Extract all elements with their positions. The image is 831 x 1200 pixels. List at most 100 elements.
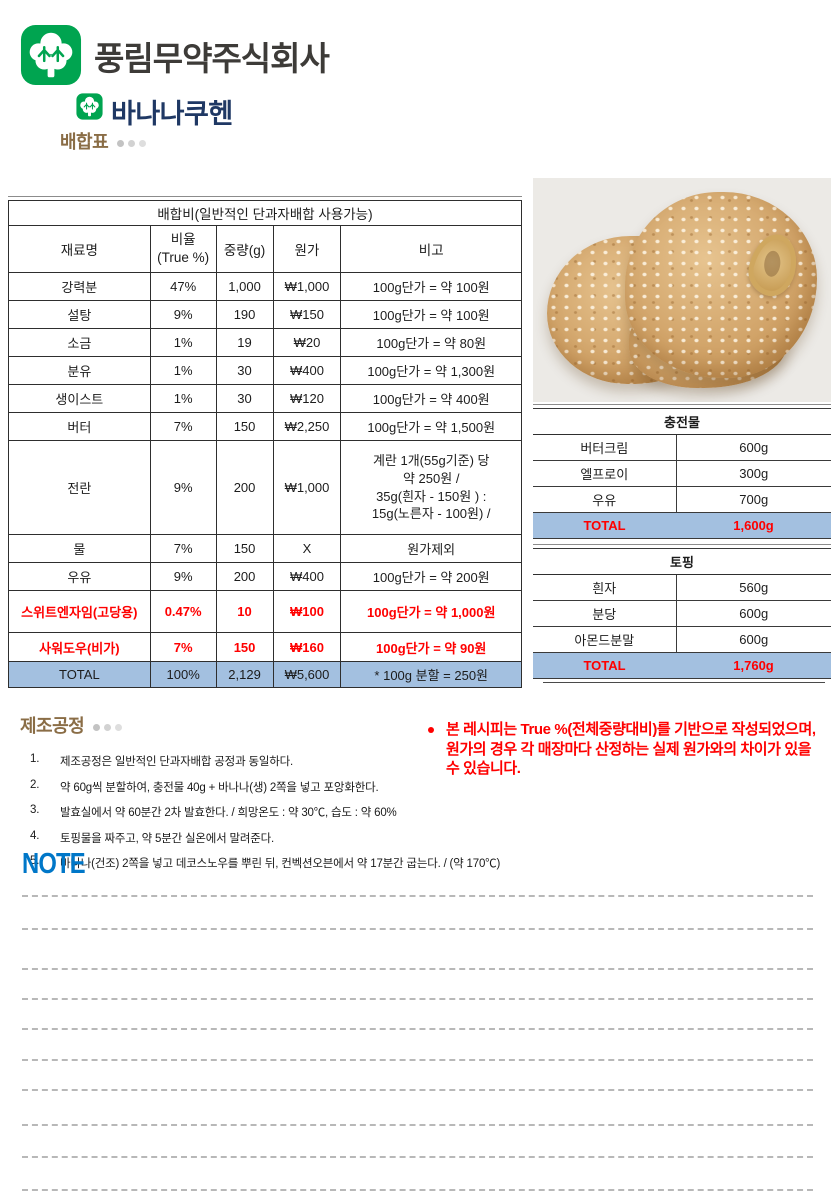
filling-row: 버터크림 600g	[533, 434, 831, 461]
cell-label: 우유	[533, 486, 677, 513]
cell-ratio: 47%	[149, 272, 217, 301]
cell-name: 우유	[8, 562, 151, 591]
cell-label: 흰자	[533, 574, 677, 601]
table-top-rule	[8, 196, 522, 197]
formulation-table-area: 배합비(일반적인 단과자배합 사용가능) 재료명 비율 (True %) 중량(…	[8, 196, 522, 688]
ingredient-row: 물 7% 150 X 원가제외	[8, 534, 522, 563]
note-writing-line	[22, 1028, 813, 1030]
col-header-weight: 중량(g)	[215, 225, 274, 273]
process-step: 4. 토핑물을 짜주고, 약 5분간 실온에서 말려준다.	[30, 830, 530, 846]
cell-note: 계란 1개(55g기준) 당 약 250원 / 35g(흰자 - 150원 ) …	[340, 440, 522, 535]
cell-ratio: 1%	[149, 356, 217, 385]
note-writing-line	[22, 895, 813, 897]
filling-table: 충전물 버터크림 600g 엘프로이 300g 우유 700g TOTAL 1,…	[533, 408, 831, 539]
cell-name: 생이스트	[8, 384, 151, 413]
cell-cost: ₩150	[272, 300, 342, 329]
cell-note: 100g단가 = 약 100원	[340, 272, 522, 301]
section-dots	[89, 716, 123, 737]
step-text: 발효실에서 약 60분간 2차 발효한다. / 희망온도 : 약 30℃, 습도…	[60, 807, 397, 819]
cell-note: * 100g 분할 = 250원	[340, 661, 522, 688]
cell-note: 100g단가 = 약 1,300원	[340, 356, 522, 385]
cell-weight: 200	[215, 440, 274, 535]
side-table-title: 토핑	[533, 548, 831, 575]
cell-weight: 200	[215, 562, 274, 591]
cell-label: 엘프로이	[533, 460, 677, 487]
side-table-title: 충전물	[533, 408, 831, 435]
right-bottom-rule	[543, 682, 825, 683]
company-name: 풍림무약주식회사	[94, 40, 330, 77]
step-text: 토핑물을 짜주고, 약 5분간 실온에서 말려준다.	[60, 832, 274, 845]
process-section-text: 제조공정	[20, 716, 85, 736]
step-text: 제조공정은 일반적인 단과자배합 공정과 동일하다.	[60, 756, 293, 768]
note-writing-line	[22, 928, 813, 930]
formulation-table: 배합비(일반적인 단과자배합 사용가능) 재료명 비율 (True %) 중량(…	[8, 200, 522, 688]
ingredient-row: 버터 7% 150 ₩2,250 100g단가 = 약 1,500원	[8, 412, 522, 441]
cell-weight: 1,000	[215, 272, 274, 301]
cell-amount: 600g	[676, 600, 831, 627]
cell-ratio: 1%	[149, 384, 217, 413]
ingredient-row: 설탕 9% 190 ₩150 100g단가 = 약 100원	[8, 300, 522, 329]
cell-name: 물	[8, 534, 151, 563]
cell-amount: 600g	[676, 434, 831, 461]
bullet-icon	[428, 727, 434, 733]
cell-cost: ₩1,000	[272, 440, 342, 535]
cell-weight: 190	[215, 300, 274, 329]
table-top-rule	[533, 404, 831, 405]
ingredient-row: 우유 9% 200 ₩400 100g단가 = 약 200원	[8, 562, 522, 591]
product-photo	[533, 178, 831, 402]
cell-weight: 150	[215, 412, 274, 441]
cell-ratio: 9%	[149, 562, 217, 591]
note-writing-line	[22, 1124, 813, 1126]
step-number: 3.	[30, 804, 40, 816]
cell-cost: ₩5,600	[272, 661, 342, 688]
ingredient-row: 생이스트 1% 30 ₩120 100g단가 = 약 400원	[8, 384, 522, 413]
section-dots	[113, 132, 147, 153]
topping-row: 흰자 560g	[533, 574, 831, 601]
product-tree-logo-icon	[76, 93, 103, 120]
cell-note: 100g단가 = 약 400원	[340, 384, 522, 413]
cell-ratio: 9%	[149, 440, 217, 535]
note-writing-line	[22, 1059, 813, 1061]
cell-name: 버터	[8, 412, 151, 441]
step-number: 5.	[30, 855, 40, 867]
note-writing-line	[22, 1089, 813, 1091]
ingredient-row: 전란 9% 200 ₩1,000 계란 1개(55g기준) 당 약 250원 /…	[8, 440, 522, 535]
col-header-name: 재료명	[8, 225, 151, 273]
cell-amount: 1,760g	[676, 652, 831, 679]
cell-ratio: 7%	[149, 632, 217, 662]
cell-amount: 700g	[676, 486, 831, 513]
note-writing-line	[22, 1156, 813, 1158]
cell-ratio: 9%	[149, 300, 217, 329]
note-writing-line	[22, 968, 813, 970]
cell-name: 전란	[8, 440, 151, 535]
cell-cost: ₩20	[272, 328, 342, 357]
cell-note: 100g단가 = 약 100원	[340, 300, 522, 329]
col-header-ratio: 비율 (True %)	[149, 225, 217, 273]
topping-total-row: TOTAL 1,760g	[533, 652, 831, 679]
disclaimer-note: 본 레시피는 True %(전체중량대비)를 기반으로 작성되었으며, 원가의 …	[428, 720, 823, 779]
cell-note: 원가제외	[340, 534, 522, 563]
cell-cost: ₩120	[272, 384, 342, 413]
table-title: 배합비(일반적인 단과자배합 사용가능)	[8, 200, 522, 226]
topping-row: 아몬드분말 600g	[533, 626, 831, 653]
step-text: 바나나(건조) 2쪽을 넣고 데코스노우를 뿌린 뒤, 컨벡션오븐에서 약 17…	[60, 858, 501, 870]
note-writing-line	[22, 998, 813, 1000]
cell-name: 사워도우(비가)	[8, 632, 151, 662]
cell-note: 100g단가 = 약 1,500원	[340, 412, 522, 441]
recipe-section-label: 배합표	[60, 128, 147, 154]
note-writing-line	[22, 1189, 813, 1191]
process-step: 3. 발효실에서 약 60분간 2차 발효한다. / 희망온도 : 약 30℃,…	[30, 804, 530, 820]
cell-name: 스위트엔자임(고당용)	[8, 590, 151, 633]
disclaimer-text: 본 레시피는 True %(전체중량대비)를 기반으로 작성되었으며, 원가의 …	[446, 721, 816, 777]
cell-weight: 30	[215, 384, 274, 413]
filling-total-row: TOTAL 1,600g	[533, 512, 831, 539]
table-title-row: 배합비(일반적인 단과자배합 사용가능)	[8, 200, 522, 226]
ingredient-row-highlight: 사워도우(비가) 7% 150 ₩160 100g단가 = 약 90원	[8, 632, 522, 662]
cell-ratio: 7%	[149, 534, 217, 563]
total-row: TOTAL 100% 2,129 ₩5,600 * 100g 분할 = 250원	[8, 661, 522, 688]
step-number: 2.	[30, 778, 40, 791]
cell-weight: 10	[215, 590, 274, 633]
cell-name: 강력분	[8, 272, 151, 301]
cell-name: 설탕	[8, 300, 151, 329]
cell-ratio: 0.47%	[149, 590, 217, 633]
